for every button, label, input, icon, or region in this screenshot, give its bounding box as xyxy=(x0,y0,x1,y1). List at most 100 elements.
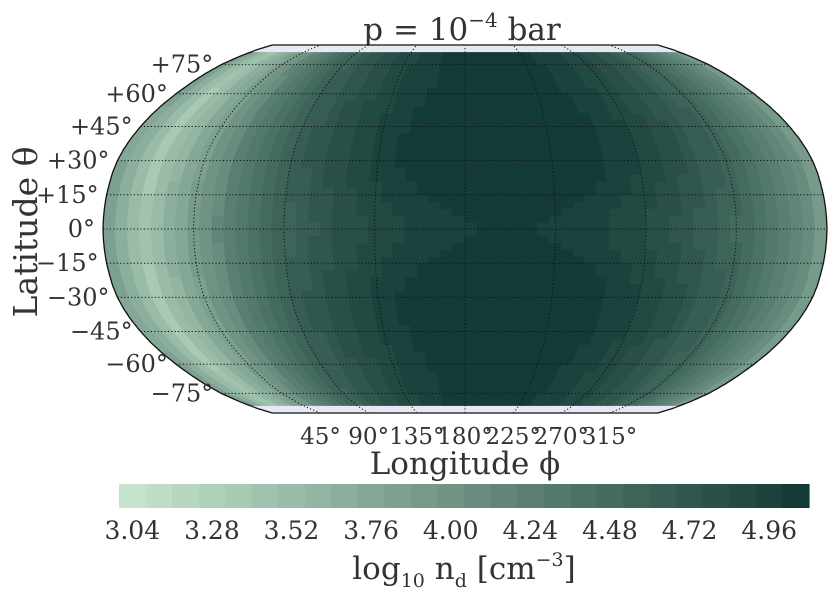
field-cell xyxy=(408,139,421,148)
field-cell xyxy=(250,269,265,278)
field-cell xyxy=(512,235,526,243)
field-cell xyxy=(141,256,155,264)
field-cell xyxy=(356,221,369,230)
field-cell xyxy=(631,262,645,271)
field-cell xyxy=(464,139,477,148)
field-cell xyxy=(429,160,443,168)
field-cell xyxy=(452,269,466,278)
field-cell xyxy=(765,235,779,243)
field-cell xyxy=(573,221,587,230)
field-cell xyxy=(524,201,538,209)
field-cell xyxy=(772,180,787,189)
field-cell xyxy=(168,173,184,182)
field-cell xyxy=(521,297,535,305)
field-cell xyxy=(676,173,691,182)
field-cell xyxy=(488,256,502,264)
field-cell xyxy=(455,87,466,95)
field-cell xyxy=(606,269,620,278)
field-cell xyxy=(464,93,476,101)
field-cell xyxy=(311,167,326,175)
field-cell xyxy=(476,262,490,271)
field-cell xyxy=(488,208,502,216)
field-cell xyxy=(296,242,310,250)
field-cell xyxy=(247,215,261,223)
field-cell xyxy=(406,290,420,298)
field-cell xyxy=(531,139,545,148)
field-cell xyxy=(510,153,524,161)
field-cell xyxy=(440,180,454,189)
field-cell xyxy=(440,221,454,230)
field-cell xyxy=(680,242,695,250)
field-cell xyxy=(386,133,400,141)
field-cell xyxy=(352,133,367,141)
colorbar-label: log10 nd [cm−3] xyxy=(352,549,575,592)
field-cell xyxy=(400,112,414,121)
field-cell xyxy=(141,194,155,202)
field-cell xyxy=(419,75,431,82)
field-cell xyxy=(703,256,718,264)
field-cell xyxy=(419,310,432,319)
field-cell xyxy=(319,215,333,223)
field-cell xyxy=(455,81,466,88)
field-cell xyxy=(565,139,579,148)
field-cell xyxy=(773,187,788,196)
field-cell xyxy=(511,276,525,285)
field-cell xyxy=(474,93,486,101)
field-cell xyxy=(590,297,605,305)
field-cell xyxy=(633,228,647,237)
field-cell xyxy=(585,235,598,243)
field-cell xyxy=(259,221,273,230)
field-cell xyxy=(656,201,670,209)
field-cell xyxy=(380,215,394,223)
field-cell xyxy=(476,235,490,243)
field-cell xyxy=(223,215,237,223)
field-cell xyxy=(738,262,753,271)
field-cell xyxy=(639,283,654,291)
field-cell xyxy=(406,160,420,168)
field-cell xyxy=(309,262,323,271)
field-cell xyxy=(552,133,566,141)
field-cell xyxy=(523,269,537,278)
field-cell xyxy=(347,283,361,291)
colorbar-segment xyxy=(304,484,332,508)
field-cell xyxy=(667,194,682,202)
field-cell xyxy=(512,208,526,216)
field-cell xyxy=(126,221,140,230)
field-cell xyxy=(430,146,443,154)
field-cell xyxy=(529,324,543,332)
field-cell xyxy=(664,276,679,285)
field-cell xyxy=(464,69,475,77)
field-cell xyxy=(785,262,800,271)
field-cell xyxy=(127,242,141,250)
field-cell xyxy=(799,256,813,264)
field-cell xyxy=(328,139,343,148)
field-cell xyxy=(582,276,596,285)
field-cell xyxy=(560,235,574,243)
field-cell xyxy=(498,310,511,319)
field-cell xyxy=(654,187,669,196)
field-cell xyxy=(753,215,767,223)
field-cell xyxy=(274,269,288,278)
field-cell xyxy=(440,173,454,182)
field-cell xyxy=(611,303,626,312)
field-cell xyxy=(488,235,502,243)
field-cell xyxy=(419,317,433,326)
field-cell xyxy=(273,187,288,196)
colorbar-tick-label: 4.96 xyxy=(741,516,797,545)
field-cell xyxy=(419,376,431,383)
field-cell xyxy=(517,119,531,127)
field-cell xyxy=(571,262,585,271)
field-cell xyxy=(561,228,574,237)
field-cell xyxy=(433,54,444,60)
field-cell xyxy=(420,324,433,332)
field-cell xyxy=(584,194,598,202)
field-cell xyxy=(500,201,514,209)
field-cell xyxy=(486,324,499,332)
field-cell xyxy=(445,363,456,371)
field-cell xyxy=(472,387,483,394)
field-cell xyxy=(475,310,488,319)
field-cell xyxy=(652,276,667,285)
field-cell xyxy=(524,256,538,264)
field-cell xyxy=(432,331,445,339)
field-cell xyxy=(308,249,322,257)
